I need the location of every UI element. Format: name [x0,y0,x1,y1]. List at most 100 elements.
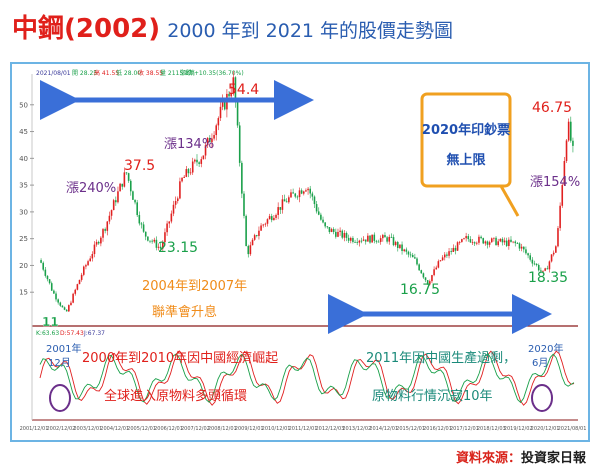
candle-body [166,223,168,233]
x-tick-label: 2020/12/01 [531,426,560,432]
x-tick-label: 2006/12/01 [154,426,183,432]
candle-body [431,275,433,282]
x-tick-label: 2017/12/01 [450,426,479,432]
candle-body [426,280,429,285]
candle-body [136,202,138,216]
candle-body [441,257,444,261]
candle-body [61,305,64,308]
candle-body [206,137,209,146]
candle-body [343,232,346,238]
candle-body [313,196,316,205]
candle-body [572,140,574,146]
high-2004-label: 37.5 [124,158,155,174]
candle-body [50,283,53,291]
candle-body [467,236,470,240]
candle-body [330,229,333,232]
candle-body [424,277,427,281]
candle-body [320,214,322,220]
candle-body [523,246,525,250]
candle-body [97,241,100,244]
top-bar-item: 量 2115.8萬 [160,69,195,77]
candle-body [552,252,555,255]
candle-body [559,205,561,229]
candle-body [520,246,523,249]
candle-body [484,241,487,244]
rise-154-label: 漲154% [530,175,580,190]
candle-body [283,199,286,202]
title-main: 中鋼(2002) [12,14,161,44]
candle-body [268,216,271,220]
candle-body [215,125,218,136]
indicator-item: K:63.63 [36,330,59,337]
candle-body [209,137,211,143]
fed-hike-label: 聯準會升息 [152,304,217,320]
candle-body [328,227,331,232]
candle-body [279,207,282,210]
candle-body [550,254,553,262]
candle-body [501,238,504,243]
candle-body [194,159,196,162]
y-tick-label: 40 [19,155,28,163]
candle-body [59,302,62,306]
candle-body [371,234,373,243]
candle-body [138,215,141,224]
candle-body [386,237,388,242]
x-tick-label: 2021/08/01 [558,426,587,432]
bull-market-label: 全球進入原物料多頭循環 [104,388,247,404]
candle-body [322,219,324,223]
x-tick-label: 2007/12/02 [181,426,210,432]
candle-body [341,230,344,238]
candle-body [241,162,243,194]
candle-body [168,221,171,224]
candle-body [332,229,335,232]
candle-body [172,204,175,214]
top-bar-date: 2021/08/01 [36,70,71,77]
candle-body [488,242,491,245]
x-tick-label: 2004/12/01 [100,426,129,432]
candle-body [354,241,356,243]
candle-body [433,269,435,276]
candle-body [518,243,521,249]
candle-body [155,239,158,248]
candle-body [390,236,393,238]
candle-body [110,210,113,216]
top-bar-change: 漲跌 +10.35(36.70%) [180,69,244,77]
candle-body [367,235,369,242]
candle-body [411,254,414,258]
candle-body [273,217,275,221]
candle-body [364,239,367,242]
candle-body [132,191,134,200]
candle-body [309,188,312,194]
candle-body [219,106,222,119]
candle-body [260,225,262,231]
x-tick-label: 2008/12/01 [208,426,237,432]
candle-body [379,238,382,242]
candle-body [91,254,94,259]
y-tick-label: 15 [19,289,28,297]
top-bar-item: 低 28.00 [116,69,141,77]
y-tick-label: 35 [19,182,28,190]
candle-body [196,159,198,163]
candle-body [134,199,136,203]
candle-body [384,235,386,238]
candle-body [42,262,45,270]
candle-body [164,232,166,243]
y-tick-label: 50 [19,101,28,109]
candle-body [490,238,493,243]
candle-body [277,207,279,215]
candle-body [179,181,181,199]
candle-body [416,258,418,265]
mark-2020-month: 6月 [532,357,548,369]
candle-body [140,223,143,225]
candle-body [187,169,190,174]
candle-body [473,242,476,244]
candle-body [345,232,348,238]
candle-body [429,281,431,285]
candle-body [85,265,87,267]
candle-body [162,242,164,249]
candle-body [437,261,440,268]
candle-body [409,254,412,256]
candle-body [439,260,442,262]
candle-body [418,264,420,271]
candle-body [527,253,529,256]
